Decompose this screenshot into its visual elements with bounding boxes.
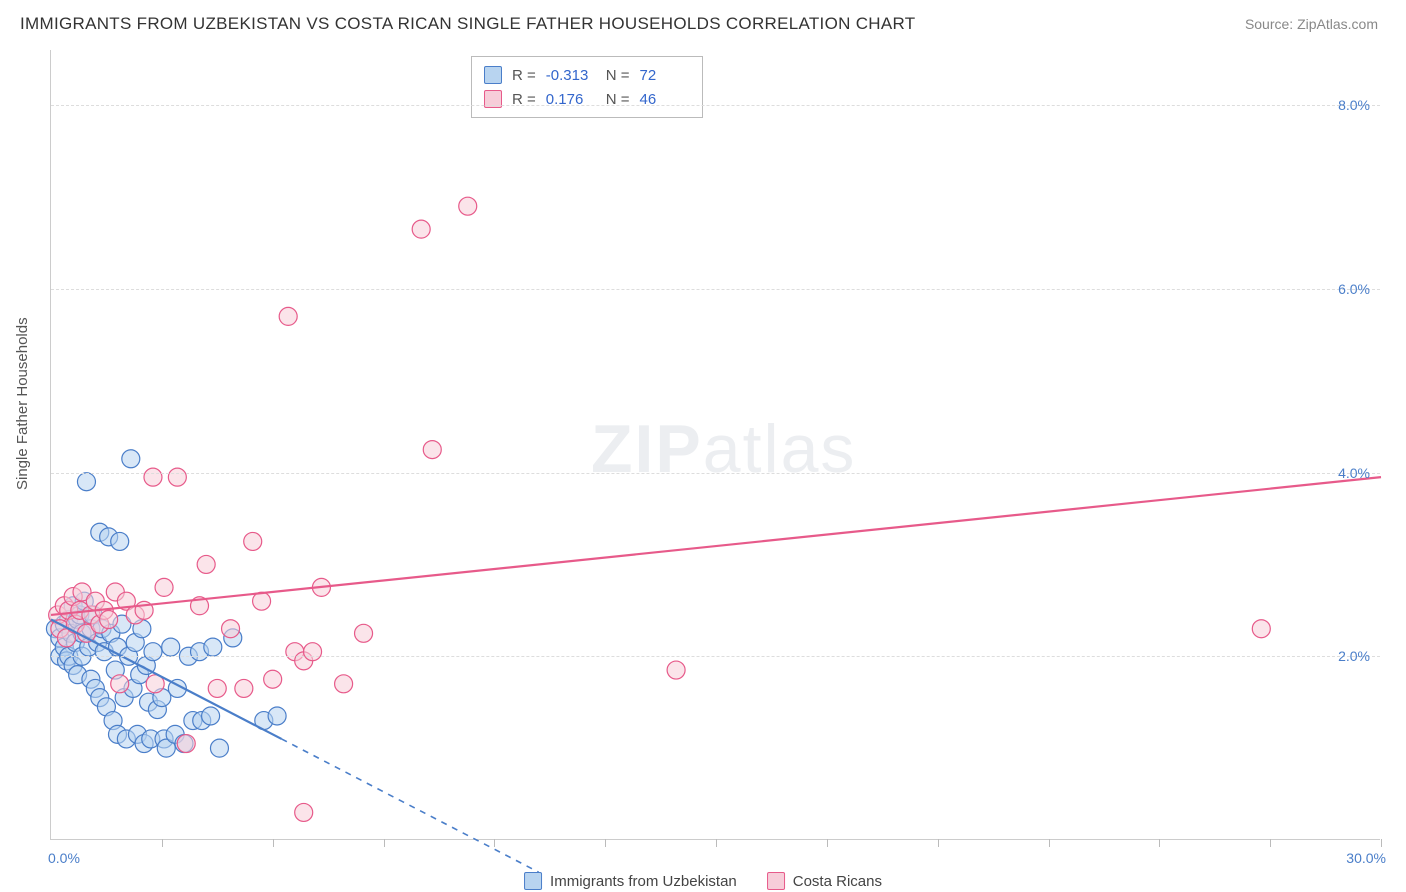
data-point xyxy=(100,611,118,629)
data-point xyxy=(111,532,129,550)
data-point xyxy=(459,197,477,215)
legend-label: Costa Ricans xyxy=(793,873,882,890)
y-axis-label: Single Father Households xyxy=(14,317,31,490)
data-point xyxy=(168,468,186,486)
y-tick-label: 8.0% xyxy=(1338,97,1370,113)
data-point xyxy=(235,679,253,697)
data-point xyxy=(77,473,95,491)
data-point xyxy=(111,675,129,693)
x-axis-max-label: 30.0% xyxy=(1346,850,1386,866)
chart-title: IMMIGRANTS FROM UZBEKISTAN VS COSTA RICA… xyxy=(20,14,915,34)
x-tick xyxy=(494,839,495,847)
trend-line-extension xyxy=(282,739,539,872)
data-point xyxy=(197,555,215,573)
stats-row: R =0.176N =46 xyxy=(484,87,690,111)
data-point xyxy=(208,679,226,697)
x-tick xyxy=(1049,839,1050,847)
n-value: 72 xyxy=(640,67,690,84)
x-axis-min-label: 0.0% xyxy=(48,850,80,866)
gridline-h xyxy=(51,656,1380,657)
x-tick xyxy=(162,839,163,847)
y-tick-label: 2.0% xyxy=(1338,648,1370,664)
legend-label: Immigrants from Uzbekistan xyxy=(550,873,737,890)
x-tick xyxy=(938,839,939,847)
data-point xyxy=(244,532,262,550)
data-point xyxy=(279,307,297,325)
swatch-pink xyxy=(767,872,785,890)
x-tick xyxy=(716,839,717,847)
r-label: R = xyxy=(512,67,536,84)
data-point xyxy=(210,739,228,757)
data-point xyxy=(144,468,162,486)
x-tick xyxy=(1381,839,1382,847)
x-tick xyxy=(1270,839,1271,847)
data-point xyxy=(155,578,173,596)
stats-row: R = -0.313 N = 72 xyxy=(484,63,690,87)
source-attribution: Source: ZipAtlas.com xyxy=(1245,16,1378,32)
data-point xyxy=(264,670,282,688)
data-point xyxy=(122,450,140,468)
x-tick xyxy=(273,839,274,847)
legend-item: Costa Ricans xyxy=(767,872,882,890)
r-value: -0.313 xyxy=(546,67,596,84)
data-point xyxy=(355,624,373,642)
data-point xyxy=(295,803,313,821)
x-tick xyxy=(827,839,828,847)
legend-item: Immigrants from Uzbekistan xyxy=(524,872,737,890)
data-point xyxy=(162,638,180,656)
swatch-blue xyxy=(484,66,502,84)
x-tick xyxy=(605,839,606,847)
y-tick-label: 6.0% xyxy=(1338,281,1370,297)
stats-legend-box: R = -0.313 N = 72 R =0.176N =46 xyxy=(471,56,703,118)
data-point xyxy=(423,441,441,459)
y-tick-label: 4.0% xyxy=(1338,465,1370,481)
legend-bottom: Immigrants from Uzbekistan Costa Ricans xyxy=(524,872,882,890)
data-point xyxy=(202,707,220,725)
gridline-h xyxy=(51,289,1380,290)
data-point xyxy=(268,707,286,725)
swatch-blue xyxy=(524,872,542,890)
data-point xyxy=(667,661,685,679)
gridline-h xyxy=(51,473,1380,474)
n-label: N = xyxy=(606,67,630,84)
data-point xyxy=(304,643,322,661)
x-tick xyxy=(1159,839,1160,847)
data-point xyxy=(335,675,353,693)
data-point xyxy=(177,735,195,753)
plot-area: ZIPatlas R =-0.313N =72R =0.176N =46 2.0… xyxy=(50,50,1380,840)
data-point xyxy=(222,620,240,638)
data-point xyxy=(204,638,222,656)
x-tick xyxy=(384,839,385,847)
data-point xyxy=(144,643,162,661)
data-point xyxy=(1252,620,1270,638)
gridline-h xyxy=(51,105,1380,106)
plot-svg xyxy=(51,50,1380,839)
data-point xyxy=(412,220,430,238)
